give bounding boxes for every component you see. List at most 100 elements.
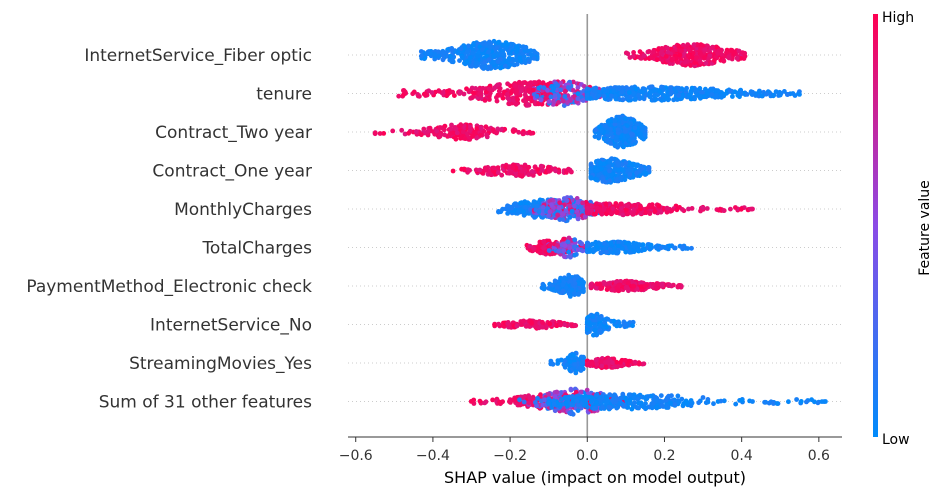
data-point [679,207,685,212]
data-point [525,95,531,101]
data-point [555,358,561,363]
data-point [616,122,622,128]
data-point [503,63,508,69]
data-point [698,59,703,65]
data-point [572,362,578,367]
data-point [471,94,476,99]
data-point [575,199,581,205]
data-point [490,397,495,403]
data-point [554,285,560,290]
data-point [675,59,680,65]
data-point [615,144,620,150]
data-point [685,246,690,251]
data-point [516,129,522,135]
data-point [555,242,560,248]
data-point [674,207,680,213]
data-point [454,130,460,136]
data-point [566,249,571,255]
data-point [462,136,468,142]
data-point [577,239,583,245]
data-point [734,55,740,61]
data-point [562,243,568,249]
data-point [527,243,533,249]
data-point [478,125,484,131]
data-point [608,131,614,137]
data-point [661,87,666,93]
data-point [492,85,497,91]
data-point [449,122,454,128]
data-point [527,395,533,401]
data-point [527,129,532,135]
data-point [449,46,455,52]
data-point [466,43,471,49]
data-point [501,51,507,57]
data-point [459,54,465,60]
data-point [589,361,595,367]
data-point [483,124,489,130]
data-point [712,58,717,63]
data-point [594,177,599,182]
data-point [521,209,526,214]
data-point [497,399,502,405]
data-point [647,94,653,99]
data-point [771,92,777,98]
data-point [443,50,449,55]
data-point [541,239,547,245]
data-point [505,321,510,326]
data-point [742,53,748,59]
data-point [659,97,665,103]
data-point [627,249,633,255]
data-point [618,175,623,181]
data-point [610,287,615,293]
data-point [588,166,594,171]
data-point [458,122,464,128]
data-point [601,241,607,246]
data-point [599,363,605,369]
data-point [613,93,618,99]
data-point [540,319,545,325]
data-point [598,160,603,166]
data-point [484,53,490,59]
data-point [627,172,633,177]
data-point [528,52,534,58]
data-point [697,86,703,91]
data-point [470,50,476,56]
data-point [627,55,633,60]
data-point [641,361,647,367]
data-point [777,89,782,95]
data-point [670,61,675,66]
data-point [552,93,558,98]
data-point [680,94,686,99]
data-point [495,92,501,98]
data-point [598,250,604,256]
data-point [624,95,630,100]
data-point [627,245,633,251]
data-point [434,128,440,134]
data-point [546,248,552,254]
data-point [630,323,635,329]
data-point [613,135,619,141]
data-point [557,217,563,223]
data-point [728,48,734,53]
data-point [602,319,607,325]
data-point [496,321,501,327]
data-point [512,83,518,88]
data-point [592,211,597,217]
data-point [652,97,658,102]
data-point [535,167,541,172]
data-point [738,206,744,212]
data-point [548,286,554,292]
data-point [703,60,709,66]
data-point [500,95,506,101]
data-point [690,55,696,60]
data-point [496,209,501,214]
data-point [546,99,552,104]
data-point [513,101,519,107]
data-point [390,128,396,134]
data-point [522,167,527,173]
data-point [598,286,603,291]
data-point [608,141,614,146]
data-point [659,49,664,55]
data-point [757,89,762,95]
data-point [631,50,636,55]
